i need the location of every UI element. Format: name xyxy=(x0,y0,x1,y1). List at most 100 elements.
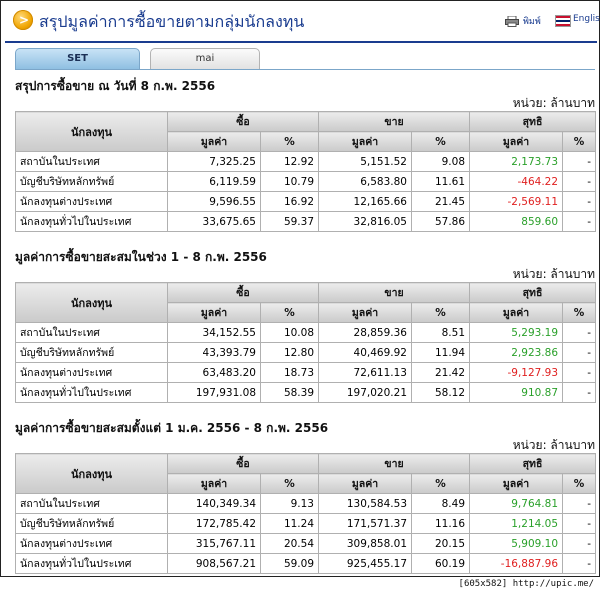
buy-header: ซื้อ xyxy=(167,453,319,474)
net-header: สุทธิ xyxy=(469,282,597,303)
sell-pct: 20.15 xyxy=(410,533,471,554)
sell-pct-header: % xyxy=(410,473,471,494)
net-pct: - xyxy=(562,151,597,172)
buy-value: 33,675.65 xyxy=(167,211,261,232)
buy-pct: 12.80 xyxy=(260,342,319,363)
unit-label: หน่วย: ล้านบาท xyxy=(512,267,595,281)
table-row: นักลงทุนทั่วไปในประเทศ 908,567.21 59.09 … xyxy=(15,553,597,574)
buy-pct-header: % xyxy=(260,131,319,152)
buy-pct: 59.09 xyxy=(260,553,319,574)
buy-value-header: มูลค่า xyxy=(167,131,261,152)
net-pct-header: % xyxy=(562,302,597,323)
sell-pct: 11.61 xyxy=(410,171,471,192)
table-row: สถาบันในประเทศ 7,325.25 12.92 5,151.52 9… xyxy=(15,151,597,172)
net-pct: - xyxy=(562,382,597,403)
buy-value: 34,152.55 xyxy=(167,322,261,343)
buy-value: 63,483.20 xyxy=(167,362,261,383)
net-pct: - xyxy=(562,362,597,383)
table-row: สถาบันในประเทศ 140,349.34 9.13 130,584.5… xyxy=(15,493,597,514)
sell-header: ขาย xyxy=(317,453,471,474)
net-value-header: มูลค่า xyxy=(469,302,564,323)
sell-pct: 9.08 xyxy=(410,151,471,172)
sell-pct: 8.51 xyxy=(410,322,471,343)
net-pct: - xyxy=(562,553,597,574)
header-divider xyxy=(5,41,597,43)
page-frame: > สรุปมูลค่าการซื้อขายตามกลุ่มนักลงทุน พ… xyxy=(0,0,600,577)
table-row: นักลงทุนต่างประเทศ 9,596.55 16.92 12,165… xyxy=(15,191,597,212)
header-bar: > สรุปมูลค่าการซื้อขายตามกลุ่มนักลงทุน พ… xyxy=(5,5,600,35)
sell-value: 197,020.21 xyxy=(318,382,412,403)
net-value: 859.60 xyxy=(469,211,564,232)
section-title: มูลค่าการซื้อขายสะสมตั้งแต่ 1 ม.ค. 2556 … xyxy=(15,421,329,435)
buy-pct: 18.73 xyxy=(260,362,319,383)
net-pct: - xyxy=(562,322,597,343)
net-pct: - xyxy=(562,342,597,363)
net-value: 2,923.86 xyxy=(469,342,564,363)
table-row: นักลงทุนต่างประเทศ 315,767.11 20.54 309,… xyxy=(15,533,597,554)
sell-value: 40,469.92 xyxy=(318,342,412,363)
buy-header: ซื้อ xyxy=(167,111,319,132)
investor-name: สถาบันในประเทศ xyxy=(15,151,168,172)
investor-table: นักลงทุน ซื้อ ขาย สุทธิ มูลค่า % มูลค่า … xyxy=(15,111,597,232)
sell-header: ขาย xyxy=(317,282,471,303)
sell-value-header: มูลค่า xyxy=(318,302,412,323)
sell-value: 171,571.37 xyxy=(318,513,412,534)
table-row: นักลงทุนทั่วไปในประเทศ 197,931.08 58.39 … xyxy=(15,382,597,403)
net-value-header: มูลค่า xyxy=(469,473,564,494)
sell-header: ขาย xyxy=(317,111,471,132)
buy-value: 43,393.79 xyxy=(167,342,261,363)
table-row: นักลงทุนทั่วไปในประเทศ 33,675.65 59.37 3… xyxy=(15,211,597,232)
sell-value: 309,858.01 xyxy=(318,533,412,554)
sell-pct: 60.19 xyxy=(410,553,471,574)
net-pct: - xyxy=(562,533,597,554)
net-value: -9,127.93 xyxy=(469,362,564,383)
investor-name: นักลงทุนต่างประเทศ xyxy=(15,533,168,554)
sell-value-header: มูลค่า xyxy=(318,473,412,494)
net-pct-header: % xyxy=(562,131,597,152)
arrow-bullet-icon: > xyxy=(13,10,33,30)
sell-value: 28,859.36 xyxy=(318,322,412,343)
sell-value: 925,455.17 xyxy=(318,553,412,574)
page-title: สรุปมูลค่าการซื้อขายตามกลุ่มนักลงทุน xyxy=(39,12,305,31)
unit-label: หน่วย: ล้านบาท xyxy=(512,96,595,110)
uk-flag-icon[interactable] xyxy=(555,15,571,27)
buy-value-header: มูลค่า xyxy=(167,302,261,323)
net-value: -16,887.96 xyxy=(469,553,564,574)
buy-pct: 59.37 xyxy=(260,211,319,232)
buy-pct: 20.54 xyxy=(260,533,319,554)
buy-value: 908,567.21 xyxy=(167,553,261,574)
tab-mai[interactable]: mai xyxy=(150,48,260,70)
sell-value: 130,584.53 xyxy=(318,493,412,514)
buy-pct: 16.92 xyxy=(260,191,319,212)
net-header: สุทธิ xyxy=(469,111,597,132)
buy-value: 9,596.55 xyxy=(167,191,261,212)
net-value: 910.87 xyxy=(469,382,564,403)
print-link[interactable]: พิมพ์ xyxy=(505,14,541,28)
sell-value: 6,583.80 xyxy=(318,171,412,192)
buy-pct: 12.92 xyxy=(260,151,319,172)
buy-pct: 11.24 xyxy=(260,513,319,534)
tab-set[interactable]: SET xyxy=(15,48,140,70)
buy-value: 197,931.08 xyxy=(167,382,261,403)
table-row: นักลงทุนต่างประเทศ 63,483.20 18.73 72,61… xyxy=(15,362,597,383)
unit-label: หน่วย: ล้านบาท xyxy=(512,438,595,452)
net-pct: - xyxy=(562,191,597,212)
english-link[interactable]: English xyxy=(573,14,600,24)
printer-icon xyxy=(505,16,519,27)
net-pct-header: % xyxy=(562,473,597,494)
buy-pct: 9.13 xyxy=(260,493,319,514)
section-title: มูลค่าการซื้อขายสะสมในช่วง 1 - 8 ก.พ. 25… xyxy=(15,250,267,264)
net-value: -464.22 xyxy=(469,171,564,192)
image-footer: [605x582] http://upic.me/ xyxy=(458,579,594,589)
net-value-header: มูลค่า xyxy=(469,131,564,152)
buy-pct-header: % xyxy=(260,473,319,494)
sell-value: 5,151.52 xyxy=(318,151,412,172)
sell-pct-header: % xyxy=(410,302,471,323)
sell-value-header: มูลค่า xyxy=(318,131,412,152)
investor-name: นักลงทุนทั่วไปในประเทศ xyxy=(15,553,168,574)
investor-name: บัญชีบริษัทหลักทรัพย์ xyxy=(15,342,168,363)
table-row: บัญชีบริษัทหลักทรัพย์ 172,785.42 11.24 1… xyxy=(15,513,597,534)
buy-value: 172,785.42 xyxy=(167,513,261,534)
sell-pct: 21.45 xyxy=(410,191,471,212)
buy-pct-header: % xyxy=(260,302,319,323)
